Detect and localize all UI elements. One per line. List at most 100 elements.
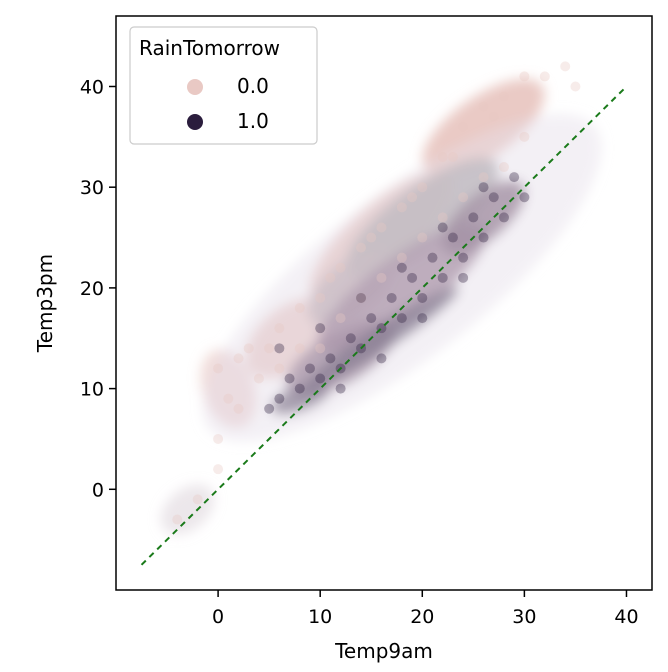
scatter-point-series-1 bbox=[509, 172, 520, 183]
density-blob bbox=[160, 484, 215, 535]
scatter-point-series-0 bbox=[458, 192, 469, 203]
scatter-point-series-1 bbox=[417, 313, 428, 324]
legend-marker-1 bbox=[187, 114, 203, 130]
scatter-point-series-0 bbox=[407, 192, 418, 203]
scatter-point-series-0 bbox=[498, 162, 509, 173]
scatter-point-series-0 bbox=[315, 343, 326, 354]
scatter-point-series-0 bbox=[417, 232, 428, 243]
y-axis-ticks: 0 10 20 30 40 bbox=[80, 76, 116, 501]
scatter-point-series-0 bbox=[437, 212, 448, 223]
y-tick-label: 10 bbox=[80, 379, 104, 401]
x-tick-label: 30 bbox=[512, 606, 536, 628]
y-tick-label: 40 bbox=[80, 76, 104, 98]
scatter-point-series-0 bbox=[274, 363, 285, 374]
scatter-point-series-1 bbox=[366, 313, 377, 324]
scatter-point-series-1 bbox=[519, 192, 530, 203]
scatter-point-series-1 bbox=[437, 222, 448, 233]
scatter-point-series-0 bbox=[223, 393, 234, 404]
legend: RainTomorrow 0.0 1.0 bbox=[129, 26, 318, 145]
scatter-point-series-1 bbox=[478, 232, 489, 243]
scatter-point-series-1 bbox=[274, 343, 285, 354]
scatter-point-series-0 bbox=[519, 71, 530, 82]
scatter-point-series-0 bbox=[539, 71, 550, 82]
scatter-point-series-0 bbox=[366, 232, 377, 243]
scatter-point-series-1 bbox=[335, 383, 346, 394]
scatter-point-series-0 bbox=[570, 81, 581, 92]
scatter-point-series-1 bbox=[294, 383, 305, 394]
scatter-point-series-0 bbox=[213, 433, 224, 444]
scatter-point-series-1 bbox=[498, 212, 509, 223]
scatter-point-series-0 bbox=[294, 303, 305, 314]
x-tick-label: 40 bbox=[614, 606, 638, 628]
scatter-point-series-1 bbox=[386, 292, 397, 303]
scatter-point-series-0 bbox=[274, 323, 285, 334]
scatter-point-series-1 bbox=[274, 393, 285, 404]
scatter-point-series-0 bbox=[560, 61, 571, 72]
y-tick-label: 0 bbox=[92, 479, 104, 501]
legend-label-0: 0.0 bbox=[237, 74, 269, 98]
scatter-point-series-0 bbox=[335, 313, 346, 324]
scatter-point-series-0 bbox=[458, 121, 469, 132]
scatter-point-series-0 bbox=[356, 292, 367, 303]
reference-line bbox=[140, 85, 628, 566]
scatter-point-series-0 bbox=[243, 343, 254, 354]
legend-title: RainTomorrow bbox=[139, 36, 280, 60]
scatter-point-series-1 bbox=[437, 272, 448, 283]
plot-frame bbox=[115, 15, 653, 591]
scatter-point-series-0 bbox=[447, 151, 458, 162]
y-tick-label: 20 bbox=[80, 278, 104, 300]
scatter-point-series-0 bbox=[213, 363, 224, 374]
x-axis-label: Temp9am bbox=[334, 639, 433, 663]
scatter-point-series-0 bbox=[294, 343, 305, 354]
scatter-point-series-0 bbox=[437, 151, 448, 162]
scatter-point-series-1 bbox=[284, 373, 295, 384]
scatter-point-series-0 bbox=[264, 343, 275, 354]
scatter-point-series-1 bbox=[488, 192, 499, 203]
scatter-point-series-0 bbox=[213, 464, 224, 475]
x-axis-ticks: 0 10 20 30 40 bbox=[212, 590, 639, 628]
scatter-point-series-1 bbox=[458, 252, 469, 263]
scatter-point-series-1 bbox=[325, 353, 336, 364]
scatter-point-series-0 bbox=[396, 252, 407, 263]
y-axis-label: Temp3pm bbox=[33, 254, 57, 353]
scatter-point-series-0 bbox=[396, 202, 407, 213]
scatter-point-series-1 bbox=[396, 262, 407, 273]
scatter-point-series-0 bbox=[478, 101, 489, 112]
scatter-point-series-1 bbox=[407, 272, 418, 283]
scatter-point-series-0 bbox=[356, 242, 367, 253]
scatter-point-series-1 bbox=[458, 272, 469, 283]
x-tick-label: 0 bbox=[212, 606, 224, 628]
scatter-point-series-0 bbox=[315, 292, 326, 303]
scatter-point-series-0 bbox=[172, 514, 183, 525]
scatter-point-series-0 bbox=[233, 403, 244, 414]
scatter-point-series-0 bbox=[519, 131, 530, 142]
points-layer bbox=[172, 61, 581, 525]
density-blob bbox=[202, 114, 602, 442]
scatter-point-series-0 bbox=[417, 182, 428, 193]
scatter-point-series-0 bbox=[335, 262, 346, 273]
y-tick-label: 30 bbox=[80, 177, 104, 199]
legend-box bbox=[129, 26, 318, 145]
scatter-point-series-1 bbox=[478, 182, 489, 193]
legend-marker-0 bbox=[187, 79, 203, 95]
scatter-point-series-1 bbox=[345, 333, 356, 344]
scatter-point-series-0 bbox=[376, 222, 387, 233]
density-layer bbox=[160, 78, 602, 535]
scatter-point-series-1 bbox=[396, 313, 407, 324]
scatter-point-series-1 bbox=[447, 232, 458, 243]
x-tick-label: 10 bbox=[308, 606, 332, 628]
scatter-point-series-0 bbox=[478, 172, 489, 183]
scatter-point-series-1 bbox=[376, 353, 387, 364]
plot-area bbox=[140, 61, 628, 566]
scatter-point-series-0 bbox=[325, 272, 336, 283]
scatter-point-series-1 bbox=[315, 373, 326, 384]
scatter-point-series-1 bbox=[315, 323, 326, 334]
scatter-point-series-1 bbox=[468, 212, 479, 223]
scatter-point-series-0 bbox=[376, 272, 387, 283]
x-tick-label: 20 bbox=[410, 606, 434, 628]
scatter-point-series-1 bbox=[417, 292, 428, 303]
scatter-point-series-1 bbox=[264, 403, 275, 414]
scatter-point-series-1 bbox=[427, 252, 438, 263]
scatter-point-series-0 bbox=[488, 111, 499, 122]
